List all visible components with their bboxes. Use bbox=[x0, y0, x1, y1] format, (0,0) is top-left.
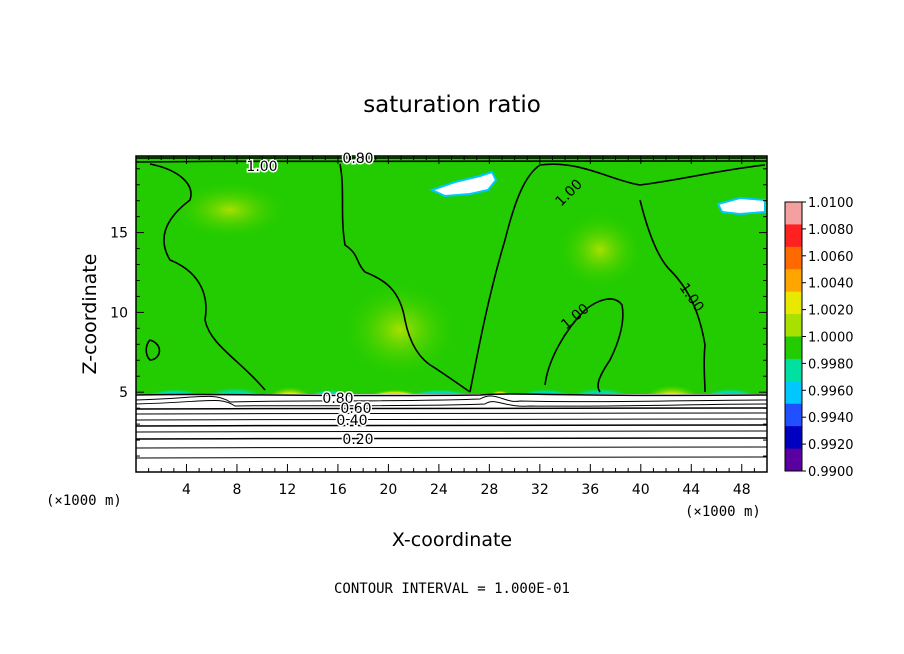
x-axis-label: X-coordinate bbox=[392, 529, 512, 551]
contour-label: 0.60 bbox=[340, 401, 371, 417]
colorbar-label: 0.9960 bbox=[808, 384, 854, 399]
colorbar-swatch bbox=[785, 403, 802, 427]
field-white-patch bbox=[716, 196, 766, 216]
colorbar-label: 1.0080 bbox=[808, 223, 854, 238]
z-axis-label: Z-coordinate bbox=[79, 254, 101, 375]
contour-line bbox=[136, 456, 767, 459]
contour-line bbox=[339, 163, 471, 393]
colorbar-swatch bbox=[785, 336, 802, 360]
lower-white-region bbox=[136, 394, 767, 472]
contour-label: 1.00 bbox=[246, 159, 277, 175]
contour-line bbox=[544, 298, 624, 393]
x-tick-label: 4 bbox=[182, 482, 191, 498]
colorbar-label: 0.9900 bbox=[808, 465, 854, 480]
colorbar-label: 1.0040 bbox=[808, 277, 854, 292]
field-light-patch bbox=[170, 180, 290, 240]
contour-line bbox=[136, 430, 767, 433]
field-white-patch bbox=[429, 170, 498, 198]
colorbar-swatch bbox=[785, 224, 802, 248]
contour-line bbox=[639, 199, 706, 393]
x-tick-label: 44 bbox=[682, 482, 700, 498]
contour-label: 0.40 bbox=[336, 413, 367, 429]
contour-line bbox=[136, 418, 767, 421]
contour-line bbox=[136, 393, 767, 397]
contour-line bbox=[136, 399, 767, 407]
colorbar-label: 1.0020 bbox=[808, 304, 854, 319]
contour-line bbox=[149, 163, 266, 391]
x-tick-label: 40 bbox=[632, 482, 650, 498]
contour-interval-note: CONTOUR INTERVAL = 1.000E-01 bbox=[334, 581, 570, 597]
contour-label: 0.20 bbox=[342, 432, 373, 448]
colorbar-swatch bbox=[785, 269, 802, 293]
colorbar-swatch bbox=[785, 291, 802, 315]
z-axis-ticks: 5 10 15 bbox=[110, 168, 767, 457]
colorbar-label: 1.0100 bbox=[808, 196, 854, 211]
z-tick-label: 5 bbox=[119, 385, 128, 401]
z-tick-label: 15 bbox=[110, 226, 128, 242]
contour-label: 0.80 bbox=[322, 391, 353, 407]
colorbar-swatch bbox=[785, 448, 802, 472]
contour-line bbox=[136, 407, 767, 410]
contour-line bbox=[145, 339, 161, 361]
x-tick-label: 32 bbox=[531, 482, 549, 498]
colorbar-label: 1.0060 bbox=[808, 250, 854, 265]
plot-area bbox=[136, 156, 767, 472]
x-tick-label: 24 bbox=[430, 482, 448, 498]
z-tick-label: 10 bbox=[110, 305, 128, 321]
colorbar-swatch bbox=[785, 314, 802, 337]
x-unit-left: (×1000 m) bbox=[46, 493, 122, 509]
colorbar-label: 0.9920 bbox=[808, 438, 854, 453]
colorbar-swatch bbox=[785, 246, 802, 270]
x-unit-right: (×1000 m) bbox=[685, 504, 761, 520]
colorbar-label: 1.0000 bbox=[808, 331, 854, 346]
x-tick-label: 8 bbox=[232, 482, 241, 498]
x-tick-label: 20 bbox=[379, 482, 397, 498]
contour-label: 0.80 bbox=[342, 151, 373, 167]
contour-line bbox=[136, 395, 767, 403]
x-tick-label: 28 bbox=[480, 482, 498, 498]
x-tick-label: 12 bbox=[279, 482, 297, 498]
chart-title: saturation ratio bbox=[363, 92, 541, 118]
colorbar-swatch bbox=[785, 202, 802, 225]
x-tick-label: 48 bbox=[733, 482, 751, 498]
field-light-patch bbox=[555, 210, 645, 290]
colorbar-swatch bbox=[785, 358, 802, 382]
colorbar-swatch bbox=[785, 426, 802, 450]
contour-line bbox=[136, 160, 767, 163]
contour-line bbox=[136, 424, 767, 427]
x-axis-ticks: 4 8 12 16 20 24 28 32 36 40 44 48 bbox=[148, 156, 755, 498]
contour-line bbox=[136, 437, 767, 440]
colorbar-swatch bbox=[785, 381, 802, 405]
colorbar-label: 0.9940 bbox=[808, 411, 854, 426]
lower-contours bbox=[136, 393, 767, 459]
x-tick-label: 36 bbox=[581, 482, 599, 498]
colorbar-label: 0.9980 bbox=[808, 357, 854, 372]
contour-line bbox=[469, 163, 766, 393]
field-light-patch bbox=[340, 280, 460, 380]
contour-line bbox=[136, 446, 767, 449]
contour-line bbox=[136, 412, 767, 415]
x-tick-label: 16 bbox=[329, 482, 347, 498]
colorbar: 1.0100 1.0080 1.0060 1.0040 1.0020 1.0000 0.99… bbox=[784, 196, 854, 480]
